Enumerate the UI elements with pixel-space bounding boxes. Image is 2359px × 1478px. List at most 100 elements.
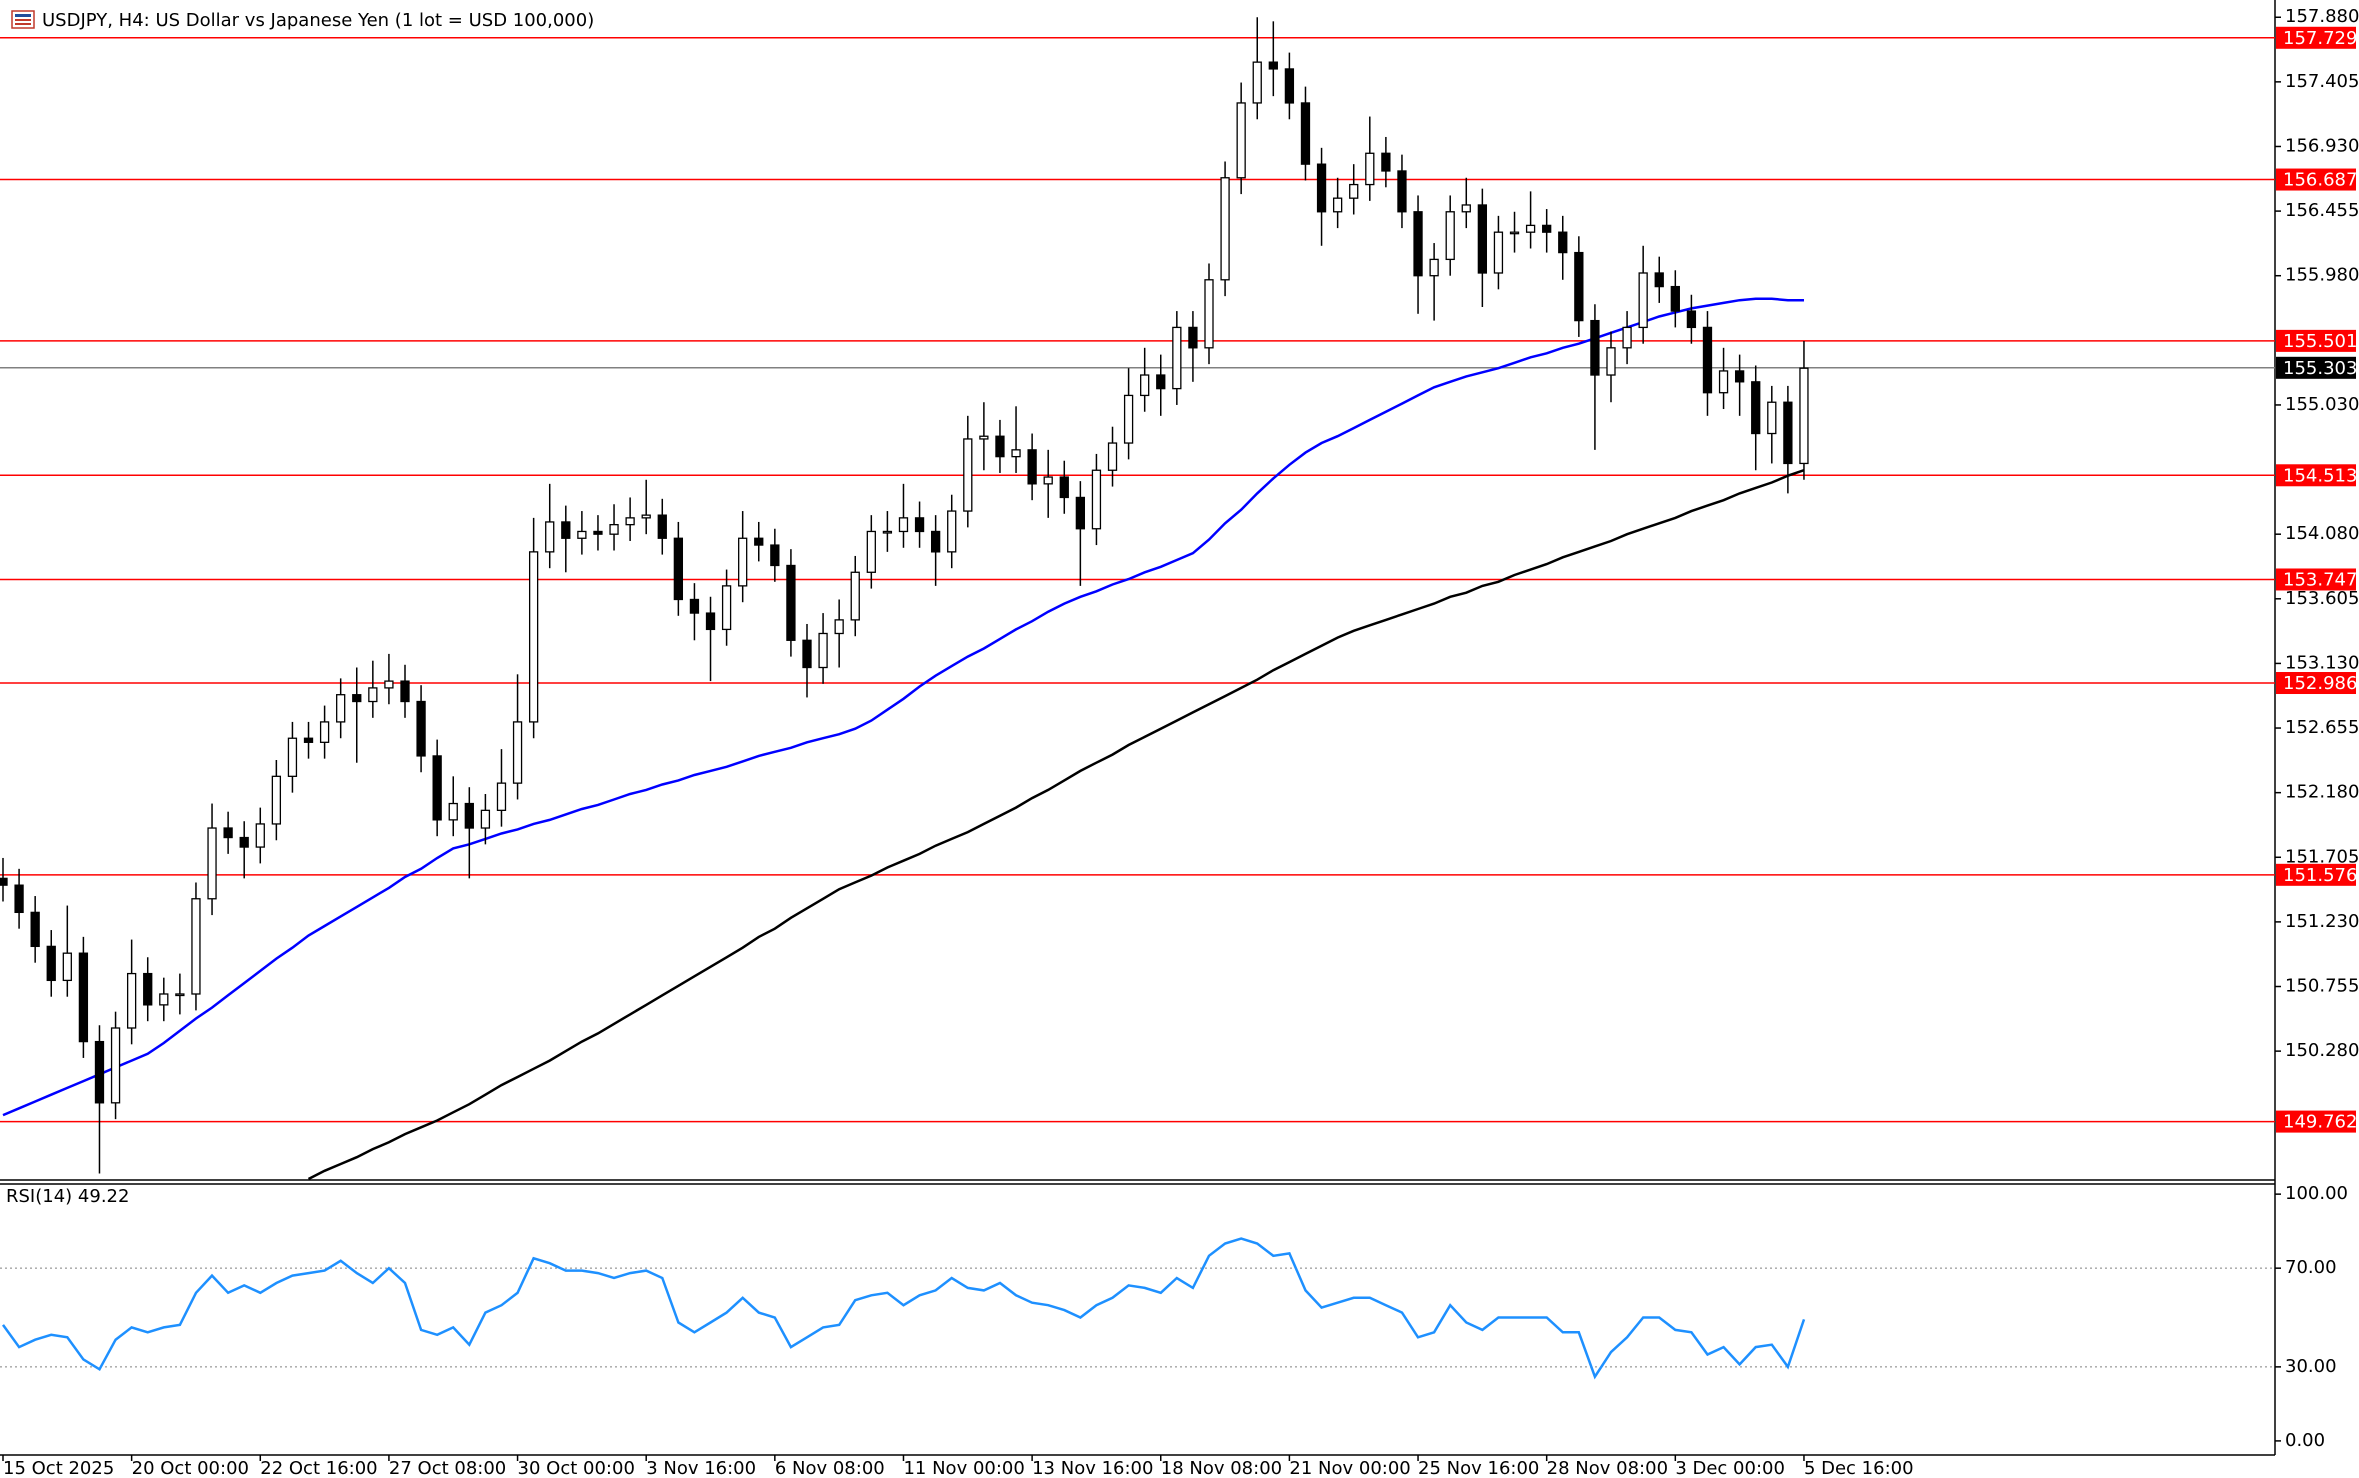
candle-body [14,884,24,914]
x-tick-label: 25 Nov 16:00 [1418,1458,1539,1478]
level-label-box [2276,672,2356,695]
candle-body [1477,204,1488,274]
candle-body [930,530,941,553]
y-tick-label: 156.455 [2285,200,2359,221]
x-tick-label: 13 Nov 16:00 [1032,1458,1153,1478]
candle-body [850,571,860,621]
y-tick-label: 152.655 [2285,717,2359,738]
candle-body [384,680,394,689]
x-tick-label: 20 Oct 00:00 [132,1458,249,1478]
candle-body [1204,279,1214,349]
candle-body [1461,204,1471,213]
candle-body [368,687,378,703]
candle-body [545,521,555,553]
candle-body [947,510,957,553]
candle-body [1332,197,1343,213]
candle-body [1702,326,1713,394]
y-tick-label: 153.605 [2285,588,2359,609]
candle-body [1654,272,1664,288]
candle-body [143,972,153,1006]
y-tick-label: 0.00 [2285,1430,2325,1451]
y-tick-label: 150.280 [2285,1040,2359,1061]
candle-body [818,632,828,669]
candle-body [1413,211,1423,277]
y-tick-label: 153.130 [2285,652,2359,673]
x-tick-label: 6 Nov 08:00 [775,1458,885,1478]
level-label: 155.501 [2283,331,2357,352]
candle-body [1445,211,1455,261]
candle-body [94,1040,105,1104]
candle-body [1300,102,1311,165]
candle-body [1525,224,1536,233]
current-price-label: 155.303 [2283,358,2357,379]
icon-stripe [15,23,31,25]
candle-body [1783,401,1793,465]
candle-body [689,598,700,614]
candle-body [336,694,346,723]
candle-body [110,1027,121,1104]
candle-body [480,809,491,829]
candle-body [1509,231,1520,235]
candle-body [882,530,893,534]
x-tick-label: 18 Nov 08:00 [1161,1458,1282,1478]
candle-body [46,945,56,982]
candle-body [496,782,507,811]
candle-body [126,972,137,1029]
candle-body [1799,367,1809,465]
candle-body [432,755,442,821]
y-tick-label: 154.080 [2285,523,2359,544]
y-tick-label: 100.00 [2285,1183,2348,1204]
candle-body [1493,231,1504,274]
candle-body [1284,68,1295,104]
candle-body [1670,285,1680,312]
y-tick-label: 150.755 [2285,976,2359,997]
candle-body [416,700,426,757]
candle-body [1397,170,1407,213]
x-tick-label: 28 Nov 08:00 [1547,1458,1668,1478]
candle-body [754,537,764,546]
candle-body [255,823,265,848]
level-label-box [2276,863,2356,886]
candle-body [1027,449,1037,485]
level-label: 154.513 [2283,465,2357,486]
candle-body [1558,231,1568,254]
level-label: 153.747 [2283,569,2357,590]
candle-body [448,802,458,821]
candle-body [1140,374,1150,397]
moving-average [307,469,1805,1181]
symbol-icon [11,10,35,29]
x-tick-label: 30 Oct 00:00 [518,1458,635,1478]
candle-body [0,877,8,886]
candle-body [528,551,539,723]
y-tick-label: 151.705 [2285,846,2359,867]
candle-body [1252,61,1262,104]
candle-body [464,802,474,829]
level-label: 157.729 [2283,28,2357,49]
y-tick-label: 157.405 [2285,71,2359,92]
candle-body [78,952,89,1043]
candle-body [1381,152,1391,172]
candle-body [1606,347,1616,376]
candle-body [1622,326,1632,349]
candle-body [1590,319,1600,376]
candle-body [512,721,523,784]
candle-body [1542,224,1552,233]
candle-body [1156,374,1166,390]
candle-body [1365,152,1375,186]
candle-body [1043,476,1053,485]
candle-body [1107,442,1118,471]
y-tick-label: 155.980 [2285,265,2359,286]
candle-body [641,514,651,519]
current-price-box [2276,356,2356,379]
candle-body [802,639,812,669]
candle-body [834,619,844,635]
x-tick-label: 22 Oct 16:00 [260,1458,377,1478]
candle-body [271,775,282,825]
y-tick-label: 151.230 [2285,911,2359,932]
candle-body [625,517,635,526]
candle-body [866,530,876,573]
candle-body [62,952,72,982]
rsi-title: RSI(14) 49.22 [6,1186,129,1207]
candle-body [979,435,989,440]
